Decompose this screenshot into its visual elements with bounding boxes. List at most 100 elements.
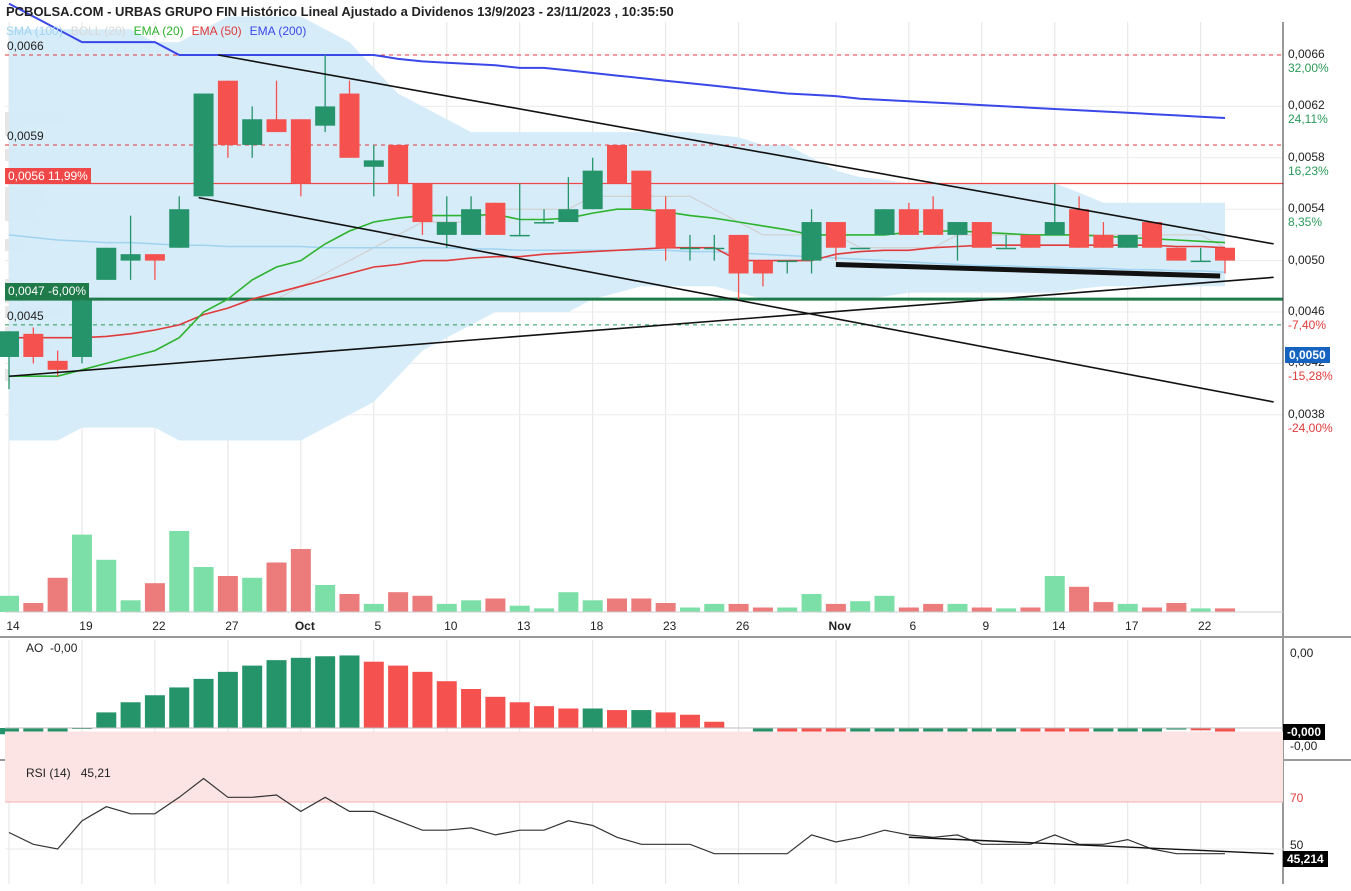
candle-body xyxy=(193,93,214,197)
candle-body xyxy=(1069,209,1090,248)
month-label: Nov xyxy=(828,619,852,633)
ao-bar xyxy=(1166,728,1187,730)
candle-body xyxy=(996,247,1017,250)
candle-body xyxy=(923,209,944,235)
date-label: 27 xyxy=(225,619,239,633)
ao-bar xyxy=(96,712,117,728)
date-label: 26 xyxy=(735,619,750,633)
date-label: 17 xyxy=(1125,619,1139,633)
volume-bar xyxy=(777,607,798,612)
price-tick-label: 0,0050 xyxy=(1288,252,1325,267)
rsi-value: 45,21 xyxy=(80,766,111,780)
ao-bar xyxy=(1117,728,1138,735)
date-label: 18 xyxy=(589,619,604,633)
ao-bar xyxy=(47,728,68,732)
rsi-value-badge: 45,214 xyxy=(1283,851,1328,867)
ao-bar xyxy=(607,710,627,728)
volume-bar xyxy=(1190,608,1211,612)
candle-body xyxy=(1190,260,1211,263)
candle-body xyxy=(1166,247,1187,261)
volume-bar xyxy=(1093,602,1114,612)
rsi-tick-50: 50 xyxy=(1290,838,1304,852)
date-label: 23 xyxy=(662,619,677,633)
percent-tick-label: 24,11% xyxy=(1288,112,1328,127)
candle-body xyxy=(144,254,165,261)
indicator-legend: SMA (100) BOLL (20) EMA (20) EMA (50) EMA (2… xyxy=(6,24,314,38)
rsi-tick-70: 70 xyxy=(1290,791,1304,805)
candle-body xyxy=(1215,247,1235,261)
candle-body xyxy=(534,222,555,224)
candle-body xyxy=(217,80,238,145)
volume-bar xyxy=(534,608,555,612)
ao-bar xyxy=(509,702,530,728)
percent-tick-label: 32,00% xyxy=(1288,61,1329,75)
trendline-bold-support xyxy=(835,261,1221,279)
price-level-tag: 0,0047 -6,00% xyxy=(5,283,90,300)
legend-item[interactable]: SMA (100) xyxy=(6,24,63,38)
volume-bar xyxy=(679,607,700,612)
price-level-label: 0,0066 xyxy=(7,39,44,53)
date-label: 19 xyxy=(79,619,93,633)
ao-bar xyxy=(996,728,1017,735)
trendline-descending-lower xyxy=(198,196,1274,403)
candle-body xyxy=(363,160,384,167)
legend-item[interactable]: EMA (200) xyxy=(249,24,307,38)
legend-item[interactable]: BOLL (20) xyxy=(70,24,126,38)
price-level-label: 0,0059 xyxy=(7,128,44,143)
ao-bar xyxy=(704,721,725,728)
volume-bar xyxy=(752,607,773,612)
volume-bar xyxy=(898,607,919,612)
volume-bar xyxy=(996,608,1017,612)
rsi-label: RSI (14) xyxy=(26,766,71,780)
volume-bar xyxy=(120,600,141,612)
volume-bar xyxy=(363,603,384,612)
candle-body xyxy=(1142,222,1163,248)
legend-item[interactable]: EMA (20) xyxy=(133,24,184,38)
volume-bar xyxy=(923,603,944,612)
rsi-line xyxy=(8,777,1225,855)
ao-bar xyxy=(534,706,555,728)
rsi-overbought-zone xyxy=(5,731,1283,802)
volume-bar xyxy=(1166,603,1187,612)
volume-bar xyxy=(1142,607,1163,612)
ao-bar xyxy=(388,665,409,728)
candle-body xyxy=(412,183,433,223)
candle-body xyxy=(947,222,968,235)
ema200-line xyxy=(8,2,1226,119)
volume-bar xyxy=(558,592,579,612)
percent-tick-label: -7,40% xyxy=(1288,318,1327,332)
last-price-badge: 0,0050 xyxy=(1285,347,1330,363)
candle-body xyxy=(850,247,871,250)
candle-body xyxy=(339,93,360,158)
price-tick-label: 0,0066 xyxy=(1288,47,1325,61)
date-label: 6 xyxy=(909,619,917,633)
date-label: 22 xyxy=(1197,619,1212,633)
bollinger-band xyxy=(9,16,1225,441)
legend-item[interactable]: EMA (50) xyxy=(191,24,242,38)
candle-body xyxy=(1020,234,1041,248)
volume-bar xyxy=(825,603,846,612)
ao-bar xyxy=(23,728,44,735)
price-tick-label: 0,0062 xyxy=(1288,98,1325,113)
candle-body xyxy=(96,247,117,280)
volume-bar xyxy=(461,600,482,612)
volume-bar xyxy=(266,562,287,612)
candle-body xyxy=(509,234,530,237)
price-tick-label: 0,0054 xyxy=(1288,201,1325,216)
date-label: 22 xyxy=(152,619,166,633)
candle-body xyxy=(1093,234,1114,248)
ao-bar xyxy=(461,689,482,728)
volume-bar xyxy=(71,534,92,612)
date-label: 14 xyxy=(1052,619,1066,633)
percent-tick-label: 8,35% xyxy=(1288,215,1323,230)
ao-bar xyxy=(631,710,652,728)
chart-title: PCBOLSA.COM - URBAS GRUPO FIN Histórico … xyxy=(6,4,674,19)
ao-bar xyxy=(363,661,384,728)
volume-bar xyxy=(388,592,409,612)
candle-body xyxy=(315,106,336,126)
volume-bar xyxy=(412,595,433,612)
candle-body xyxy=(266,119,287,133)
date-label: 13 xyxy=(517,619,531,633)
volume-bar xyxy=(169,531,190,612)
